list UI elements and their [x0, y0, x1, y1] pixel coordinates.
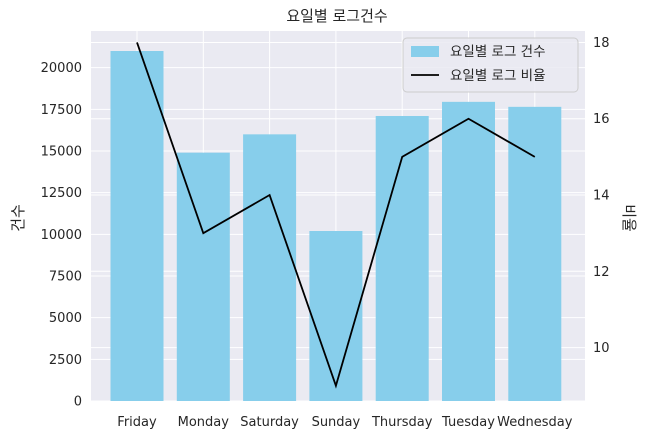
y-tick-label-right: 18	[593, 36, 610, 51]
legend-label-bar: 요일별 로그 건수	[450, 44, 546, 60]
y-tick-label-left: 17500	[41, 103, 82, 118]
bar	[309, 231, 363, 401]
x-tick-label: Tuesday	[441, 415, 495, 430]
y-tick-label-right: 10	[593, 341, 610, 356]
legend-box	[402, 37, 579, 93]
y-tick-label-left: 12500	[41, 186, 82, 201]
x-tick-label: Saturday	[240, 415, 299, 430]
bar	[442, 101, 495, 401]
bar	[508, 106, 562, 401]
y-tick-label-left: 2500	[49, 353, 82, 368]
legend-label-line: 요일별 로그 비율	[450, 68, 546, 84]
y-tick-label-right: 14	[593, 189, 610, 204]
y-axis-left-label: 건수	[9, 204, 27, 232]
bar	[110, 51, 164, 401]
y-tick-label-right: 12	[593, 265, 610, 280]
bar	[375, 116, 429, 401]
y-tick-label-left: 0	[74, 395, 82, 410]
bar	[243, 134, 297, 402]
x-tick-label: Wednesday	[497, 415, 573, 430]
y-axis-right-label: 비율	[620, 204, 638, 232]
x-tick-label: Sunday	[312, 415, 361, 430]
legend-swatch-bar	[411, 46, 439, 57]
chart-title: 요일별 로그건수	[286, 7, 387, 25]
y-tick-label-left: 10000	[41, 228, 82, 243]
x-tick-label: Friday	[117, 415, 157, 430]
y-tick-label-left: 15000	[41, 145, 82, 160]
y-tick-label-left: 20000	[41, 61, 82, 76]
x-tick-label: Monday	[178, 415, 230, 430]
y-tick-label-left: 5000	[49, 311, 82, 326]
bar	[176, 152, 230, 401]
y-tick-label-left: 7500	[49, 270, 82, 285]
x-tick-label: Thursday	[371, 415, 433, 430]
y-tick-label-right: 16	[593, 112, 610, 127]
